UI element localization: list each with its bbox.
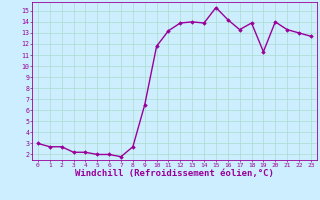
- X-axis label: Windchill (Refroidissement éolien,°C): Windchill (Refroidissement éolien,°C): [75, 169, 274, 178]
